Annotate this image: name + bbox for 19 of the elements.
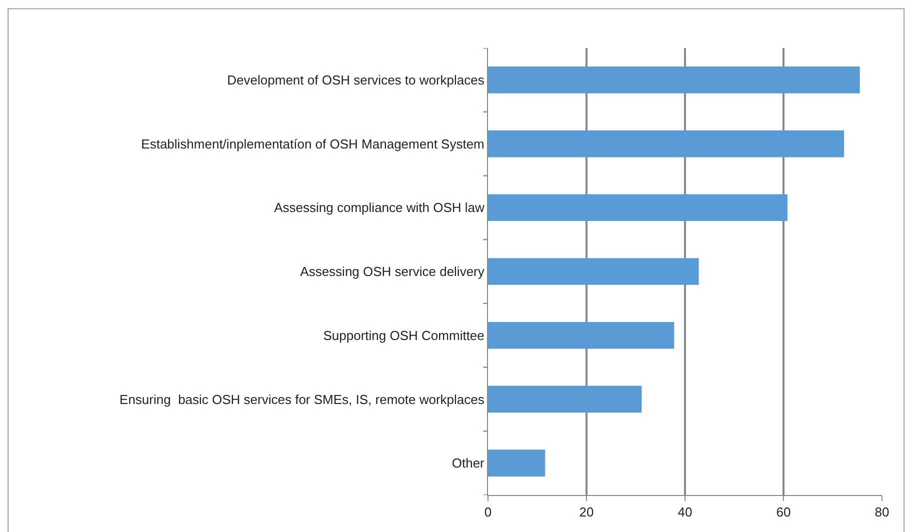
y-tick-label: Development of OSH services to workplaces bbox=[227, 72, 485, 88]
y-tick-label: Ensuring basic OSH services for SMEs, IS, remote workplaces bbox=[120, 392, 485, 407]
bar bbox=[488, 194, 788, 222]
y-tick-label: Establishment/inplementatíon of OSH Management System bbox=[141, 136, 484, 152]
x-tick-label: 60 bbox=[776, 504, 791, 520]
x-tick-label: 20 bbox=[579, 504, 594, 520]
bar bbox=[488, 258, 699, 285]
bar bbox=[488, 130, 844, 158]
x-tick-label: 80 bbox=[874, 504, 890, 520]
bar bbox=[488, 322, 674, 349]
bar bbox=[488, 66, 860, 94]
x-tick-label: 0 bbox=[484, 504, 492, 520]
bar bbox=[488, 450, 546, 476]
y-tick-label: Supporting OSH Committee bbox=[323, 328, 484, 343]
x-tick-label: 40 bbox=[678, 504, 692, 520]
y-tick-label: Assessing compliance with OSH law bbox=[274, 200, 486, 216]
y-tick-label: Assessing OSH service delivery bbox=[300, 264, 485, 280]
y-tick-label: Other bbox=[452, 456, 486, 471]
bar bbox=[488, 386, 642, 413]
